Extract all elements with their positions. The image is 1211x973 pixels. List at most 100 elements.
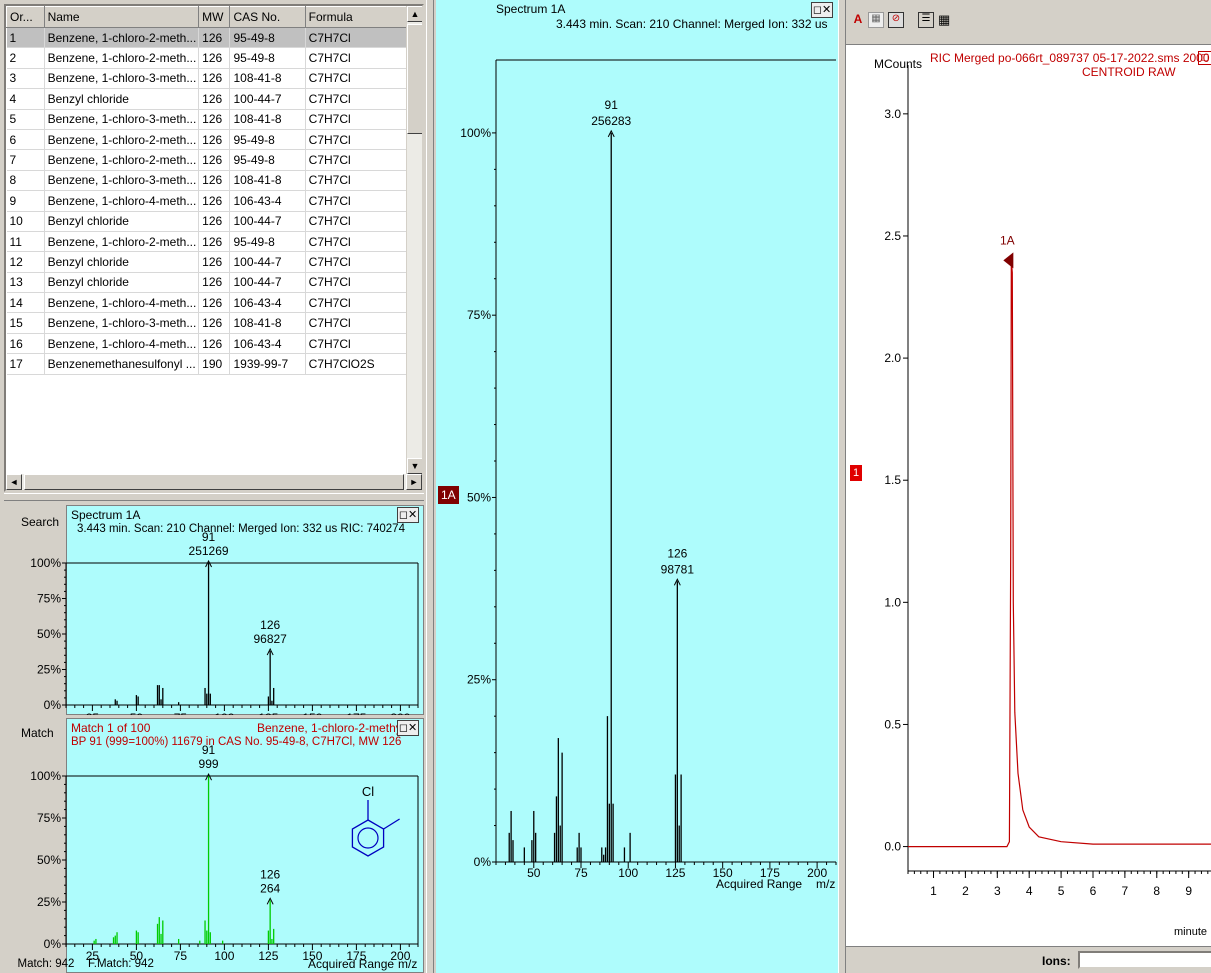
scroll-left-icon[interactable]: ◄ xyxy=(6,474,22,490)
x-tick-label: 125 xyxy=(258,949,278,963)
horizontal-scrollbar[interactable]: ◄ ► xyxy=(6,474,422,490)
column-header[interactable]: Or... xyxy=(6,6,45,28)
table-cell: Benzyl chloride xyxy=(44,272,200,294)
table-cell: C7H7Cl xyxy=(305,170,409,192)
peak-label: 1A xyxy=(1000,233,1015,247)
ions-input[interactable] xyxy=(1078,951,1211,969)
close-icon[interactable]: ◻✕ xyxy=(811,2,833,18)
table-cell: 126 xyxy=(198,109,231,130)
table-cell: 106-43-4 xyxy=(229,292,306,314)
chromatogram-title: RIC Merged po-066rt_089737 05-17-2022.sm… xyxy=(930,51,1210,65)
table-cell: 126 xyxy=(198,88,231,110)
table-cell: 1939-99-7 xyxy=(229,353,306,375)
column-header[interactable]: CAS No. xyxy=(229,6,306,28)
table-row[interactable]: 5 Benzene, 1-chloro-3-meth... 126 108-41-8 C… xyxy=(6,109,409,130)
x-tick-label: 75 xyxy=(574,866,588,880)
table-row[interactable]: 16 Benzene, 1-chloro-4-meth... 126 106-43-4… xyxy=(6,333,409,355)
table-row[interactable]: 8 Benzene, 1-chloro-3-meth... 126 108-41-8 C… xyxy=(6,170,409,192)
peak-marker-icon xyxy=(1003,252,1014,269)
table-row[interactable]: 10 Benzyl chloride 126 100-44-7 C7H7Cl xyxy=(6,211,409,232)
search-info: 3.443 min. Scan: 210 Channel: Merged Ion… xyxy=(77,523,405,535)
table-row[interactable]: 11 Benzene, 1-chloro-2-meth... 126 95-49-8 C… xyxy=(6,231,409,253)
table-cell: C7H7Cl xyxy=(305,272,409,294)
peak-marker-tool-icon[interactable]: A xyxy=(853,12,863,26)
y-tick-label: 0% xyxy=(474,855,492,869)
table-row[interactable]: 3 Benzene, 1-chloro-3-meth... 126 108-41-8 C… xyxy=(6,68,409,90)
x-tick-label: 150 xyxy=(302,949,322,963)
r-match: R.Match: 942 xyxy=(18,958,75,970)
table-row[interactable]: 9 Benzene, 1-chloro-4-meth... 126 106-43-4 C… xyxy=(6,190,409,212)
y-tick-label: 25% xyxy=(37,895,61,909)
table-row[interactable]: 2 Benzene, 1-chloro-2-meth... 126 95-49-8 C7… xyxy=(6,47,409,69)
y-tick-label: 100% xyxy=(30,556,61,570)
close-icon[interactable]: ◻✕ xyxy=(397,507,419,523)
peak-arrow-icon xyxy=(266,647,274,656)
column-header[interactable]: MW xyxy=(198,6,231,28)
table-cell: Benzene, 1-chloro-2-meth... xyxy=(44,149,200,171)
x-tick-label: 3 xyxy=(994,884,1001,898)
y-tick-label: 0% xyxy=(44,698,62,712)
zoom-tool-icon[interactable]: ⊘ xyxy=(888,12,904,28)
table-cell: 126 xyxy=(198,231,231,253)
table-cell: 100-44-7 xyxy=(229,272,306,294)
vertical-scrollbar[interactable]: ▲ ▼ xyxy=(406,6,422,474)
search-spectrum-panel: Search Spectrum 1A 3.443 min. Scan: 210 … xyxy=(18,505,426,715)
table-row[interactable]: 13 Benzyl chloride 126 100-44-7 C7H7Cl xyxy=(6,272,409,294)
table-cell: Benzene, 1-chloro-2-meth... xyxy=(44,129,200,151)
table-cell: Benzyl chloride xyxy=(44,211,200,232)
restore-icon[interactable]: ◻ xyxy=(1198,51,1211,65)
peak-mz-label: 126 xyxy=(260,618,280,632)
table-cell: Benzene, 1-chloro-3-meth... xyxy=(44,109,200,130)
scroll-right-icon[interactable]: ► xyxy=(406,474,422,490)
search-side-label: Search xyxy=(21,515,60,529)
table-cell: Benzyl chloride xyxy=(44,88,200,110)
vertical-splitter-right[interactable] xyxy=(838,0,846,973)
table-tool-icon[interactable]: ▦ xyxy=(938,12,951,27)
table-row[interactable]: 12 Benzyl chloride 126 100-44-7 C7H7Cl xyxy=(6,251,409,273)
vertical-splitter-left[interactable] xyxy=(426,0,434,973)
f-match: F.Match: 942 xyxy=(88,958,154,970)
mz-label: m/z xyxy=(398,957,417,971)
table-cell: 11 xyxy=(6,231,45,253)
structure-label: Cl xyxy=(362,784,374,799)
table-cell: Benzene, 1-chloro-4-meth... xyxy=(44,190,200,212)
column-header[interactable]: Formula xyxy=(304,6,409,28)
search-title: Spectrum 1A xyxy=(71,508,141,522)
match-spectrum-panel: Match Match 1 of 100 Benzene, 1-chloro-2… xyxy=(18,718,426,973)
peak-abundance-label: 96827 xyxy=(253,632,287,646)
table-row[interactable]: 4 Benzyl chloride 126 100-44-7 C7H7Cl xyxy=(6,88,409,110)
table-cell: C7H7ClO2S xyxy=(305,353,409,375)
x-tick-label: 125 xyxy=(258,711,278,715)
peak-arrow-icon xyxy=(266,897,274,905)
table-row[interactable]: 17 Benzenemethanesulfonyl ... 190 1939-99-7… xyxy=(6,353,409,375)
scroll-down-icon[interactable]: ▼ xyxy=(407,458,422,474)
results-table-pane: Or... Name MW CAS No. Formula 1 Benzene, 1-ch… xyxy=(4,4,424,492)
close-icon[interactable]: ◻✕ xyxy=(397,720,419,736)
table-cell: 100-44-7 xyxy=(229,211,306,232)
x-tick-label: 7 xyxy=(1122,884,1129,898)
table-row[interactable]: 1 Benzene, 1-chloro-2-meth... 126 95-49-8 C7… xyxy=(6,27,409,49)
table-row[interactable]: 7 Benzene, 1-chloro-2-meth... 126 95-49-8 C7… xyxy=(6,149,409,171)
table-cell: 126 xyxy=(198,251,231,273)
x-tick-label: 75 xyxy=(174,711,188,715)
table-cell: Benzene, 1-chloro-2-meth... xyxy=(44,27,200,49)
list-tool-icon[interactable]: ☰ xyxy=(918,12,934,28)
grid-tool-icon[interactable]: ▦ xyxy=(868,12,884,28)
x-tick-label: 200 xyxy=(390,711,410,715)
table-cell: C7H7Cl xyxy=(305,129,409,151)
table-cell: 95-49-8 xyxy=(229,231,306,253)
table-row[interactable]: 15 Benzene, 1-chloro-3-meth... 126 108-41-8… xyxy=(6,312,409,334)
scroll-thumb[interactable] xyxy=(407,24,422,134)
table-row[interactable]: 6 Benzene, 1-chloro-2-meth... 126 95-49-8 C7… xyxy=(6,129,409,151)
table-cell: 108-41-8 xyxy=(229,170,306,192)
scroll-up-icon[interactable]: ▲ xyxy=(407,6,422,22)
table-cell: 95-49-8 xyxy=(229,47,306,69)
x-tick-label: 150 xyxy=(302,711,322,715)
acquired-range-label: Acquired Range xyxy=(308,957,394,971)
table-cell: 95-49-8 xyxy=(229,27,306,49)
scroll-thumb-horizontal[interactable] xyxy=(24,474,404,490)
horizontal-splitter[interactable] xyxy=(4,493,424,501)
table-row[interactable]: 14 Benzene, 1-chloro-4-meth... 126 106-43-4… xyxy=(6,292,409,314)
match-side-label: Match xyxy=(21,726,54,740)
column-header[interactable]: Name xyxy=(43,6,200,28)
